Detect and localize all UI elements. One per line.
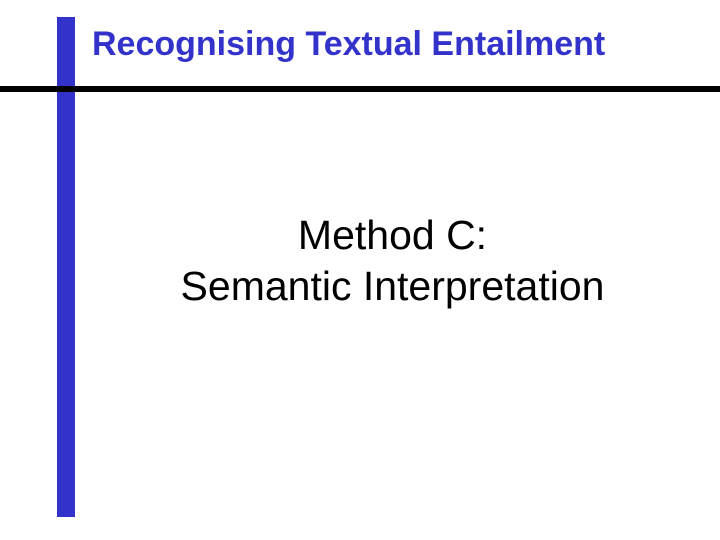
main-content: Method C: Semantic Interpretation: [95, 210, 690, 313]
page-title: Recognising Textual Entailment: [92, 25, 605, 64]
content-line-2: Semantic Interpretation: [95, 261, 690, 312]
content-line-1: Method C:: [95, 210, 690, 261]
horizontal-divider: [0, 86, 720, 92]
vertical-accent-bar: [57, 17, 75, 517]
